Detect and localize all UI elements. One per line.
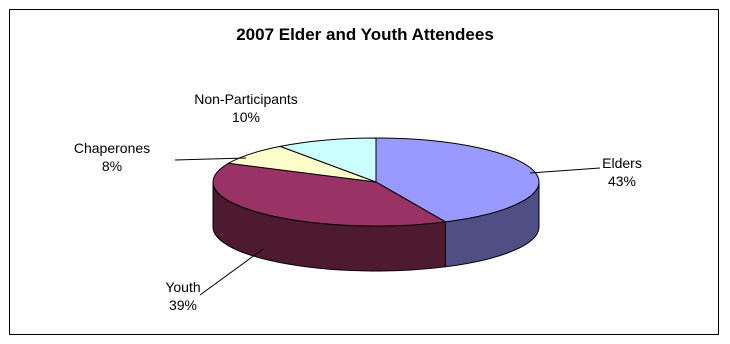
pie-slice-non-participants [278,137,377,183]
pie-sides [212,181,540,272]
chart-frame: 2007 Elder and Youth Attendees Elders 43%… [9,9,719,335]
label-pct-youth: 39% [169,297,197,313]
pie-chart: Elders 43% Youth 39% Chaperones 8% Non-Partici… [74,91,642,313]
leader-line-chaperones [174,157,247,161]
label-name-non-participants: Non-Participants [194,91,298,107]
label-name-elders: Elders [602,155,642,171]
pie-labels: Elders 43% Youth 39% Chaperones 8% Non-Partici… [74,91,642,313]
leader-line-youth [199,248,264,296]
pie-tops [212,137,540,227]
pie-slice-youth [212,162,447,227]
chart-title: 2007 Elder and Youth Attendees [236,25,494,44]
pie-leaders [174,157,601,296]
label-name-youth: Youth [165,279,200,295]
label-name-chaperones: Chaperones [74,140,150,156]
label-pct-chaperones: 8% [102,158,122,174]
label-pct-non-participants: 10% [232,109,260,125]
leader-line-elders [529,167,601,174]
label-pct-elders: 43% [608,173,636,189]
